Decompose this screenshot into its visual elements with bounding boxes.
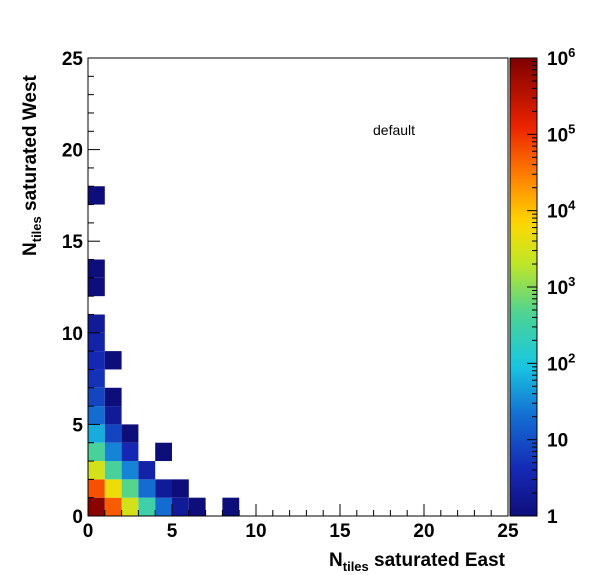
heatmap-cell xyxy=(104,387,122,407)
z-tick-label: 105 xyxy=(547,121,575,146)
y-axis-title: Ntiles saturated West xyxy=(20,74,44,256)
heatmap-cell xyxy=(121,479,139,498)
z-tick-label: 10 xyxy=(547,431,568,452)
heatmap-cell xyxy=(172,497,189,516)
y-tick-label: 15 xyxy=(62,232,84,253)
z-tick-label: 102 xyxy=(547,350,575,375)
heatmap-cell xyxy=(104,479,122,498)
x-tick-label: 20 xyxy=(413,521,434,542)
x-tick-label: 10 xyxy=(245,521,266,542)
y-tick-label: 0 xyxy=(72,507,83,528)
heatmap-cell xyxy=(88,406,105,425)
heatmap-cell xyxy=(88,479,105,498)
heatmap-cell xyxy=(138,497,156,516)
y-axis-title-main: N xyxy=(20,242,41,256)
heatmap-cell xyxy=(155,442,172,462)
heatmap-cell xyxy=(88,259,105,278)
heatmap-cell xyxy=(222,497,240,516)
heatmap-cell xyxy=(121,442,139,462)
x-axis-title-main: N xyxy=(329,550,343,571)
heatmap-cell xyxy=(88,424,105,443)
y-axis-title-sub: tiles xyxy=(29,216,44,242)
heatmap-cell xyxy=(121,497,139,516)
x-axis-title-rest: saturated East xyxy=(369,550,506,571)
heatmap-cell xyxy=(172,479,189,498)
heatmap-cell xyxy=(88,351,105,370)
heatmap-cell xyxy=(104,461,122,480)
heatmap-cell xyxy=(88,387,105,407)
x-tick-label: 25 xyxy=(497,521,519,542)
z-tick-label: 103 xyxy=(547,274,575,299)
z-tick-label: 106 xyxy=(547,45,575,70)
heatmap-cell xyxy=(104,406,122,425)
heatmap-cell xyxy=(88,332,105,352)
heatmap-cell xyxy=(104,497,122,516)
x-ticks-layer: 0 5 10 15 20 25 xyxy=(83,504,519,542)
y-tick-label: 10 xyxy=(62,324,83,345)
heatmap-cell xyxy=(138,461,156,480)
z-axis-ticks: 1 10 102 103 104 105 106 xyxy=(527,45,576,528)
heatmap-cell xyxy=(88,277,105,297)
heatmap-cell xyxy=(155,497,172,516)
z-tick-label: 104 xyxy=(547,198,576,223)
x-axis-title-sub: tiles xyxy=(343,559,369,574)
y-tick-label: 25 xyxy=(62,49,84,70)
heatmap-cell xyxy=(88,497,105,516)
z-tick-label: 1 xyxy=(547,507,558,528)
y-tick-label: 5 xyxy=(72,415,83,436)
heatmap-cell xyxy=(104,351,122,370)
heatmap-cell xyxy=(121,424,139,443)
y-tick-label: 20 xyxy=(62,141,83,162)
heatmap-cell xyxy=(104,442,122,462)
heatmap-cell xyxy=(121,461,139,480)
heatmap-cell xyxy=(88,461,105,480)
x-axis-title: Ntiles saturated East xyxy=(329,550,506,574)
annotation-label: default xyxy=(373,122,415,138)
y-ticks-layer: 0 5 10 15 20 25 xyxy=(62,49,100,528)
plot-frame xyxy=(87,57,509,517)
x-tick-label: 15 xyxy=(329,521,351,542)
heatmap-cell xyxy=(88,186,105,205)
heatmap-cell xyxy=(188,497,206,516)
heatmap-cell xyxy=(138,479,156,498)
heatmap-cell xyxy=(88,442,105,462)
heatmap-cell xyxy=(88,314,105,333)
heatmap-cell xyxy=(104,424,122,443)
x-tick-label: 5 xyxy=(167,521,178,542)
cells-layer xyxy=(88,186,240,516)
frame-layer xyxy=(87,57,509,517)
y-axis-title-rest: saturated West xyxy=(20,74,41,216)
x-tick-label: 0 xyxy=(83,521,94,542)
heatmap-cell xyxy=(88,369,105,388)
heatmap-cell xyxy=(155,479,172,498)
